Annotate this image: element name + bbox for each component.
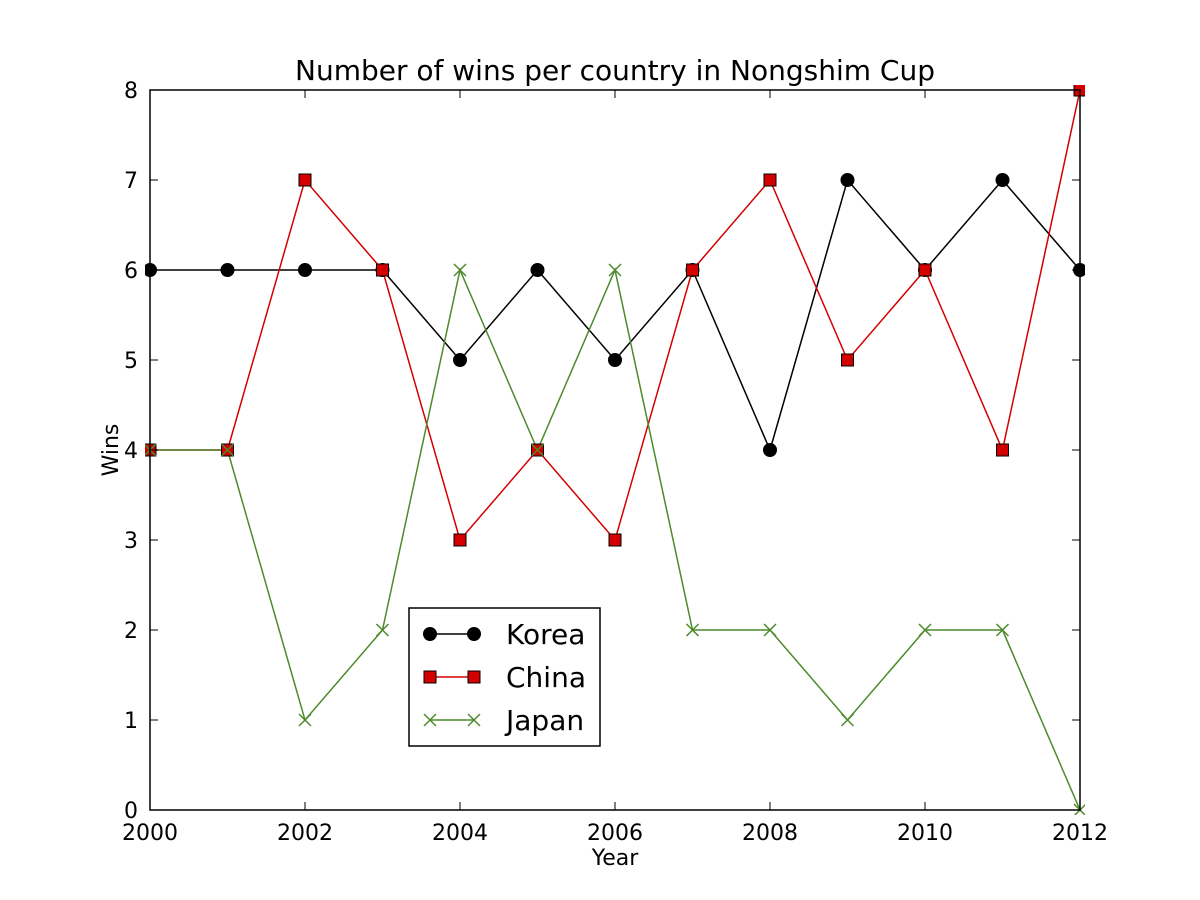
y-tick-label: 0 (124, 799, 138, 824)
y-tick-label: 3 (124, 529, 138, 554)
plot-frame (149, 89, 1081, 811)
series-layer (150, 89, 1081, 811)
data-point-china (841, 353, 854, 367)
data-point-japan (995, 623, 1010, 637)
x-tick-label: 2004 (432, 821, 488, 846)
x-tick-label: 2006 (587, 821, 643, 846)
data-point-japan (918, 623, 932, 637)
chart-title: Number of wins per country in Nongshim C… (295, 54, 935, 87)
x-axis-label: Year (591, 846, 640, 871)
data-point-china (996, 443, 1009, 457)
data-point-japan (840, 713, 855, 727)
data-point-korea (608, 353, 622, 367)
data-point-japan (220, 443, 235, 457)
x-tick-label: 2002 (277, 821, 333, 846)
data-point-japan (608, 263, 622, 277)
data-point-japan (453, 263, 467, 277)
data-point-korea (530, 263, 545, 277)
data-point-japan (685, 623, 700, 637)
legend: Korea China Japan (408, 607, 601, 747)
legend-marker-china (423, 670, 437, 684)
data-point-japan (298, 713, 312, 727)
y-tick-label: 8 (124, 79, 138, 104)
legend-label-japan: Japan (504, 704, 584, 737)
legend-marker-china (467, 670, 481, 684)
data-point-china (918, 263, 932, 277)
y-tick-label: 6 (124, 259, 138, 284)
y-tick-label: 1 (124, 709, 138, 734)
legend-marker-japan (467, 713, 481, 727)
data-point-korea (763, 443, 777, 457)
legend-marker-korea (423, 627, 437, 641)
data-point-china (298, 173, 312, 187)
data-point-china (686, 263, 699, 277)
data-point-china (376, 263, 389, 277)
y-axis-label: Wins (99, 424, 124, 477)
y-tick-label: 5 (124, 349, 138, 374)
legend-marker-japan (423, 713, 437, 727)
x-tick-label: 2010 (897, 821, 953, 846)
data-point-japan (375, 623, 390, 637)
data-point-china (608, 533, 622, 547)
data-point-china (453, 533, 467, 547)
data-point-korea (220, 263, 235, 277)
data-point-korea (995, 173, 1010, 187)
marker-layer (145, 85, 1085, 815)
x-tick-label: 2008 (742, 821, 798, 846)
series-line-china (150, 89, 1081, 542)
x-tick-label: 2012 (1052, 821, 1108, 846)
data-point-japan (763, 623, 777, 637)
data-point-china (763, 173, 777, 187)
legend-marker-korea (467, 627, 481, 641)
y-tick-label: 2 (124, 619, 138, 644)
legend-label-korea: Korea (506, 618, 585, 651)
legend-label-china: China (506, 661, 586, 694)
series-line-korea (150, 178, 1081, 453)
x-tick-label: 2000 (122, 821, 178, 846)
data-point-korea (453, 353, 467, 367)
y-tick-label: 7 (124, 169, 138, 194)
data-point-korea (298, 263, 312, 277)
data-point-japan (530, 443, 545, 457)
y-tick-label: 4 (124, 439, 138, 464)
data-point-korea (840, 173, 855, 187)
